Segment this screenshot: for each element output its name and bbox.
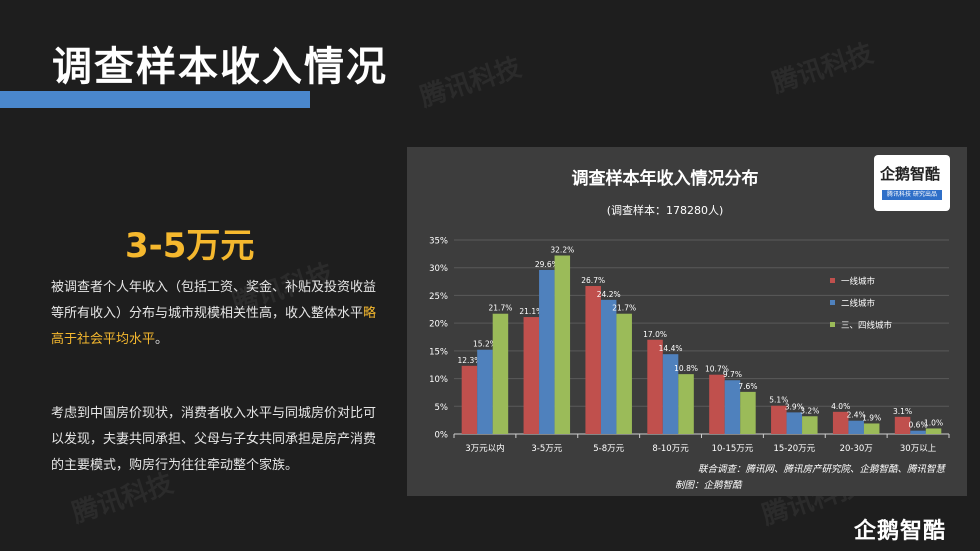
x-tick-label: 20-30万 [840,444,873,454]
slide-title: 调查样本收入情况 [52,44,388,90]
data-label: 1.0% [924,418,943,427]
bar [600,299,617,434]
bar [786,412,803,434]
data-label: 12.3% [458,356,482,365]
badge-subtitle: 腾讯科技 研究出品 [882,190,942,200]
bar [477,349,493,434]
legend-swatch [830,278,835,283]
data-label: 3.9% [785,402,804,411]
y-tick-label: 0% [435,431,449,441]
x-tick-label: 10-15万元 [712,444,754,454]
bar [554,255,571,434]
watermark: 腾讯科技 [768,38,877,100]
data-label: 29.6% [535,260,559,269]
bar [678,374,694,434]
bar [585,286,601,434]
x-tick-label: 8-10万元 [652,444,689,454]
y-tick-label: 35% [429,237,448,247]
data-label: 10.7% [705,365,729,374]
data-label: 7.6% [738,382,757,391]
bar [771,405,787,434]
legend-label: 二线城市 [841,298,876,309]
income-paragraph-end: 。 [155,332,169,347]
watermark: 腾讯科技 [416,52,525,114]
bar [894,416,911,434]
bar [832,411,849,434]
y-tick-label: 15% [429,347,448,357]
income-paragraph: 被调查者个人年收入（包括工资、奖金、补贴及投资收益等所有收入）分布与城市规模相关… [51,275,383,353]
data-label: 0.6% [909,421,928,430]
chart-title: 调查样本年收入情况分布 [572,168,759,189]
data-label: 3.2% [800,406,819,415]
data-label: 21.7% [612,304,636,313]
bar [492,313,509,434]
bar [863,423,880,434]
x-tick-label: 5-8万元 [593,444,624,454]
bar [461,365,478,434]
x-tick-label: 15-20万元 [773,444,815,454]
badge-title: 企鹅智酷 [880,165,941,183]
data-label: 21.7% [489,304,513,313]
bar [848,420,864,434]
brand-badge: 企鹅智酷 腾讯科技 研究出品 [874,155,950,211]
bar [910,430,926,434]
y-tick-label: 5% [435,403,449,413]
data-label: 4.0% [831,402,850,411]
data-label: 14.4% [659,344,683,353]
chart-source: 联合调查：腾讯网、腾讯房产研究院、企鹅智酷、腾讯智慧 [698,463,947,475]
bar [523,317,540,434]
legend-swatch [830,322,835,327]
legend-label: 一线城市 [841,276,876,287]
data-label: 2.4% [847,411,866,420]
x-tick-label: 3万元以内 [465,443,504,454]
data-label: 21.1% [519,307,543,316]
legend-swatch [830,300,835,305]
data-label: 9.7% [723,370,742,379]
bar [724,380,741,434]
footer-logo: 企鹅智酷 [854,519,947,544]
x-tick-label: 3-5万元 [531,444,562,454]
housing-paragraph: 考虑到中国房价现状，消费者收入水平与同城房价对比可以发现，夫妻共同承担、父母与子… [51,406,377,473]
y-tick-label: 30% [429,264,448,274]
income-paragraph-text: 被调查者个人年收入（包括工资、奖金、补贴及投资收益等所有收入）分布与城市规模相关… [51,280,377,321]
data-label: 17.0% [643,330,667,339]
chart-panel: 调查样本年收入情况分布 (调查样本：178280人) 0% 5% 10% 15% 20% 25… [407,147,967,496]
data-label: 1.9% [862,413,881,422]
legend-label: 三、四线城市 [841,320,893,331]
data-label: 10.8% [674,364,698,373]
data-label: 26.7% [581,276,605,285]
y-tick-label: 20% [429,320,448,330]
y-tick-label: 25% [429,292,448,302]
data-label: 3.1% [893,407,912,416]
bar [802,416,818,434]
bar [539,269,555,434]
income-bar-chart: 调查样本年收入情况分布 (调查样本：178280人) 0% 5% 10% 15% 20% 25… [429,168,950,491]
bar [925,428,942,434]
bar [709,374,725,434]
data-label: 15.2% [473,340,497,349]
y-tick-label: 10% [429,375,448,385]
bar [740,391,756,434]
bar [662,354,679,434]
x-tick-label: 30万以上 [900,444,937,454]
data-label: 24.2% [597,290,621,299]
income-highlight: 略高于社会平均水平 [51,306,377,347]
title-accent-bar [0,91,310,108]
chart-credit: 制图：企鹅智酷 [675,479,743,491]
bar [647,339,663,434]
headline-income: 3-5万元 [125,226,255,266]
bar [616,313,632,434]
data-label: 5.1% [769,396,788,405]
chart-subtitle: (调查样本：178280人) [607,203,724,217]
data-label: 32.2% [550,246,574,255]
